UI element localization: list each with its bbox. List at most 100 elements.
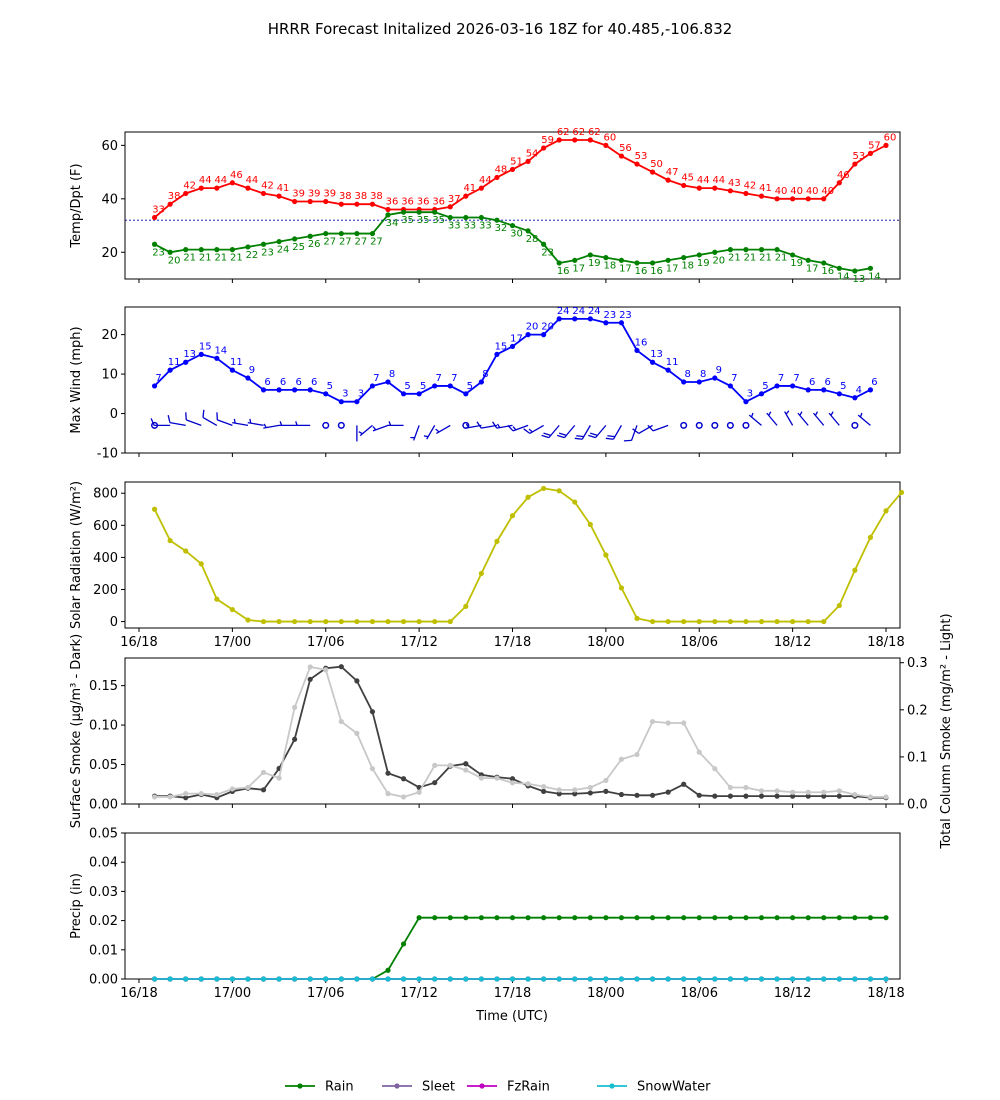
data-label: 44 xyxy=(246,175,259,186)
y-right-tick-label: 0.0 xyxy=(907,798,928,813)
wind-barb xyxy=(857,412,871,426)
data-point xyxy=(494,976,500,982)
data-point xyxy=(292,618,298,625)
wind-barb xyxy=(574,425,591,440)
data-point xyxy=(338,399,344,405)
data-point xyxy=(883,794,889,800)
wind-barb xyxy=(507,424,529,432)
data-label: 21 xyxy=(230,253,243,264)
x-tick-label: 17/06 xyxy=(307,986,344,1001)
y-tick-label: 0.04 xyxy=(89,856,118,871)
data-point xyxy=(198,561,204,567)
data-point xyxy=(681,618,687,625)
wind-barb xyxy=(410,425,420,441)
data-point xyxy=(432,209,438,215)
data-point xyxy=(790,196,796,202)
data-label: 44 xyxy=(697,175,710,186)
data-point xyxy=(541,783,547,790)
barb-half xyxy=(859,412,863,418)
data-label: 46 xyxy=(230,170,243,181)
calm-wind-marker xyxy=(851,421,859,429)
y-tick-label: 20 xyxy=(101,246,118,261)
data-label: 5 xyxy=(420,381,426,392)
data-label: 6 xyxy=(871,377,877,388)
data-point xyxy=(151,794,158,800)
barb-half xyxy=(279,421,283,426)
data-point xyxy=(556,791,562,797)
series-rain xyxy=(151,915,889,982)
data-point xyxy=(821,793,827,799)
barb-full xyxy=(543,432,552,436)
data-point xyxy=(867,387,874,393)
data-point xyxy=(400,776,407,782)
data-label: 21 xyxy=(199,253,212,264)
data-label: 7 xyxy=(778,373,784,384)
data-point xyxy=(307,387,313,393)
data-point xyxy=(572,915,578,921)
data-point xyxy=(385,379,391,385)
y-tick-label: 0.02 xyxy=(89,914,118,929)
data-point xyxy=(183,359,189,365)
data-label: 18 xyxy=(604,261,617,272)
barb-half xyxy=(768,411,772,416)
data-point xyxy=(572,257,578,263)
series-total-column-smoke xyxy=(151,664,889,800)
x-tick-label: 17/00 xyxy=(214,635,251,650)
series-line xyxy=(154,916,886,980)
barb-half xyxy=(814,411,819,416)
data-point xyxy=(463,915,469,921)
barb-half xyxy=(750,412,754,418)
data-point xyxy=(743,976,749,982)
data-point xyxy=(774,247,780,253)
barb-full xyxy=(574,437,583,440)
data-point xyxy=(852,791,858,798)
wind-barb xyxy=(387,421,404,427)
data-point xyxy=(821,915,827,921)
x-tick-label: 16/18 xyxy=(120,986,157,1001)
data-point xyxy=(385,791,391,797)
data-point xyxy=(665,720,671,726)
data-point xyxy=(541,788,547,794)
data-point xyxy=(665,618,671,625)
data-point xyxy=(494,915,500,921)
data-point xyxy=(556,260,562,266)
data-point xyxy=(727,784,733,791)
data-point xyxy=(369,383,376,389)
data-point xyxy=(867,915,874,921)
data-point xyxy=(836,976,842,982)
data-point xyxy=(821,789,827,795)
data-point xyxy=(758,793,765,799)
data-point xyxy=(587,790,593,796)
data-label: 27 xyxy=(339,237,352,248)
y-tick-label: 0.05 xyxy=(89,758,118,773)
data-label: 21 xyxy=(183,253,196,264)
barb-full xyxy=(202,409,205,418)
data-point xyxy=(260,190,267,197)
wind-barb xyxy=(294,421,311,427)
data-point xyxy=(323,667,329,673)
data-point xyxy=(790,976,796,982)
data-point xyxy=(525,158,531,164)
data-label: 5 xyxy=(840,381,846,392)
data-label: 16 xyxy=(635,337,648,348)
data-label: 35 xyxy=(417,215,430,226)
data-point xyxy=(494,174,500,181)
y-tick-label: 200 xyxy=(93,583,118,598)
data-point xyxy=(774,793,780,799)
data-point xyxy=(494,217,500,223)
data-label: 4 xyxy=(856,385,862,396)
data-point xyxy=(198,351,204,357)
data-point xyxy=(603,552,609,558)
data-point xyxy=(603,777,609,784)
data-point xyxy=(867,794,874,800)
data-point xyxy=(867,534,874,540)
data-point xyxy=(214,596,220,602)
data-label: 23 xyxy=(619,310,632,321)
data-point xyxy=(369,976,376,982)
data-label: 23 xyxy=(152,247,165,258)
data-point xyxy=(245,244,251,250)
data-point xyxy=(836,391,842,397)
data-point xyxy=(556,787,562,793)
legend-label: Sleet xyxy=(422,1080,455,1095)
